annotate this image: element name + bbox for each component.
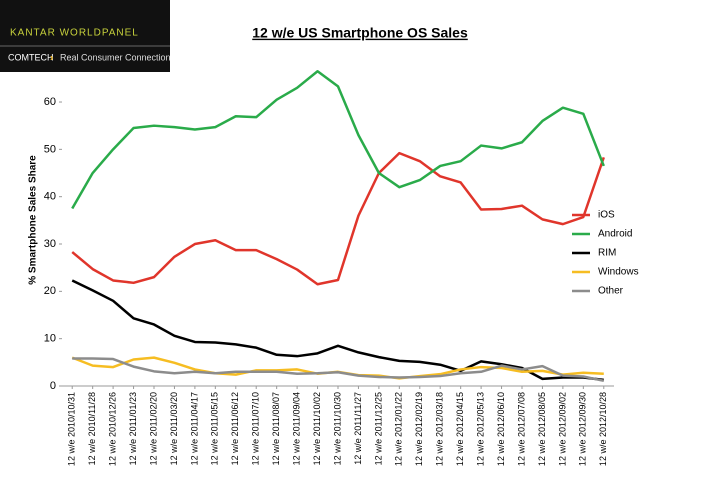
legend-label: Android [598, 229, 632, 240]
x-tick-label: 12 w/e 2012/03/18 [435, 392, 445, 466]
x-tick-label: 12 w/e 2011/08/07 [271, 392, 281, 465]
legend-label: iOS [598, 210, 615, 221]
x-tick-label: 12 w/e 2012/04/15 [455, 392, 465, 466]
logo-tagline: Real Consumer Connection [60, 52, 171, 62]
x-tick-label: 12 w/e 2011/12/25 [373, 392, 383, 465]
x-tick-label: 12 w/e 2012/08/05 [537, 392, 547, 466]
x-tick-label: 12 w/e 2012/06/10 [496, 392, 506, 466]
x-tick-label: 12 w/e 2011/06/12 [230, 392, 240, 465]
legend-label: Windows [598, 267, 639, 278]
y-tick-label: 0 [50, 380, 56, 392]
x-tick-label: 12 w/e 2011/05/15 [210, 392, 220, 465]
series-line [71, 70, 605, 210]
logo-brand: KANTAR WORLDPANEL [10, 28, 139, 39]
x-tick-label: 12 w/e 2012/05/13 [475, 392, 485, 466]
y-tick-label: 50 [44, 143, 56, 155]
x-tick-label: 12 w/e 2011/04/17 [189, 392, 199, 465]
y-tick-label: 60 [44, 96, 56, 108]
series-line [71, 151, 605, 286]
logo-box [0, 0, 170, 72]
y-tick-label: 30 [44, 238, 56, 250]
x-tick-label: 12 w/e 2010/11/28 [87, 392, 97, 465]
x-tick-label: 12 w/e 2010/12/26 [107, 392, 117, 466]
x-tick-label: 12 w/e 2011/09/04 [291, 392, 301, 465]
x-tick-label: 12 w/e 2011/03/20 [169, 392, 179, 465]
x-tick-label: 12 w/e 2012/07/08 [516, 392, 526, 466]
x-tick-label: 12 w/e 2011/10/30 [332, 392, 342, 465]
logo-arrow: › [50, 53, 53, 64]
y-tick-label: 10 [44, 333, 56, 345]
series-line [71, 279, 604, 382]
x-tick-label: 12 w/e 2011/10/02 [312, 392, 322, 465]
y-tick-label: 20 [44, 285, 56, 297]
logo-unit: COMTECH [8, 52, 54, 62]
x-tick-label: 12 w/e 2012/02/19 [414, 392, 424, 466]
y-axis-label: % Smartphone Sales Share [28, 155, 39, 285]
series-line [72, 357, 605, 383]
x-tick-label: 12 w/e 2011/11/27 [353, 392, 363, 465]
chart-title: 12 w/e US Smartphone OS Sales [252, 25, 468, 41]
x-tick-label: 12 w/e 2011/01/23 [128, 392, 138, 465]
x-tick-label: 12 w/e 2012/09/30 [578, 392, 588, 466]
x-tick-label: 12 w/e 2012/01/22 [394, 392, 404, 466]
x-tick-label: 12 w/e 2010/10/31 [67, 392, 77, 466]
legend-label: Other [598, 286, 624, 297]
x-tick-label: 12 w/e 2012/10/28 [598, 392, 608, 466]
x-tick-label: 12 w/e 2011/02/20 [148, 392, 158, 465]
x-tick-label: 12 w/e 2011/07/10 [251, 392, 261, 465]
y-tick-label: 40 [44, 191, 56, 203]
legend-label: RIM [598, 248, 616, 259]
x-tick-label: 12 w/e 2012/09/02 [557, 392, 567, 466]
